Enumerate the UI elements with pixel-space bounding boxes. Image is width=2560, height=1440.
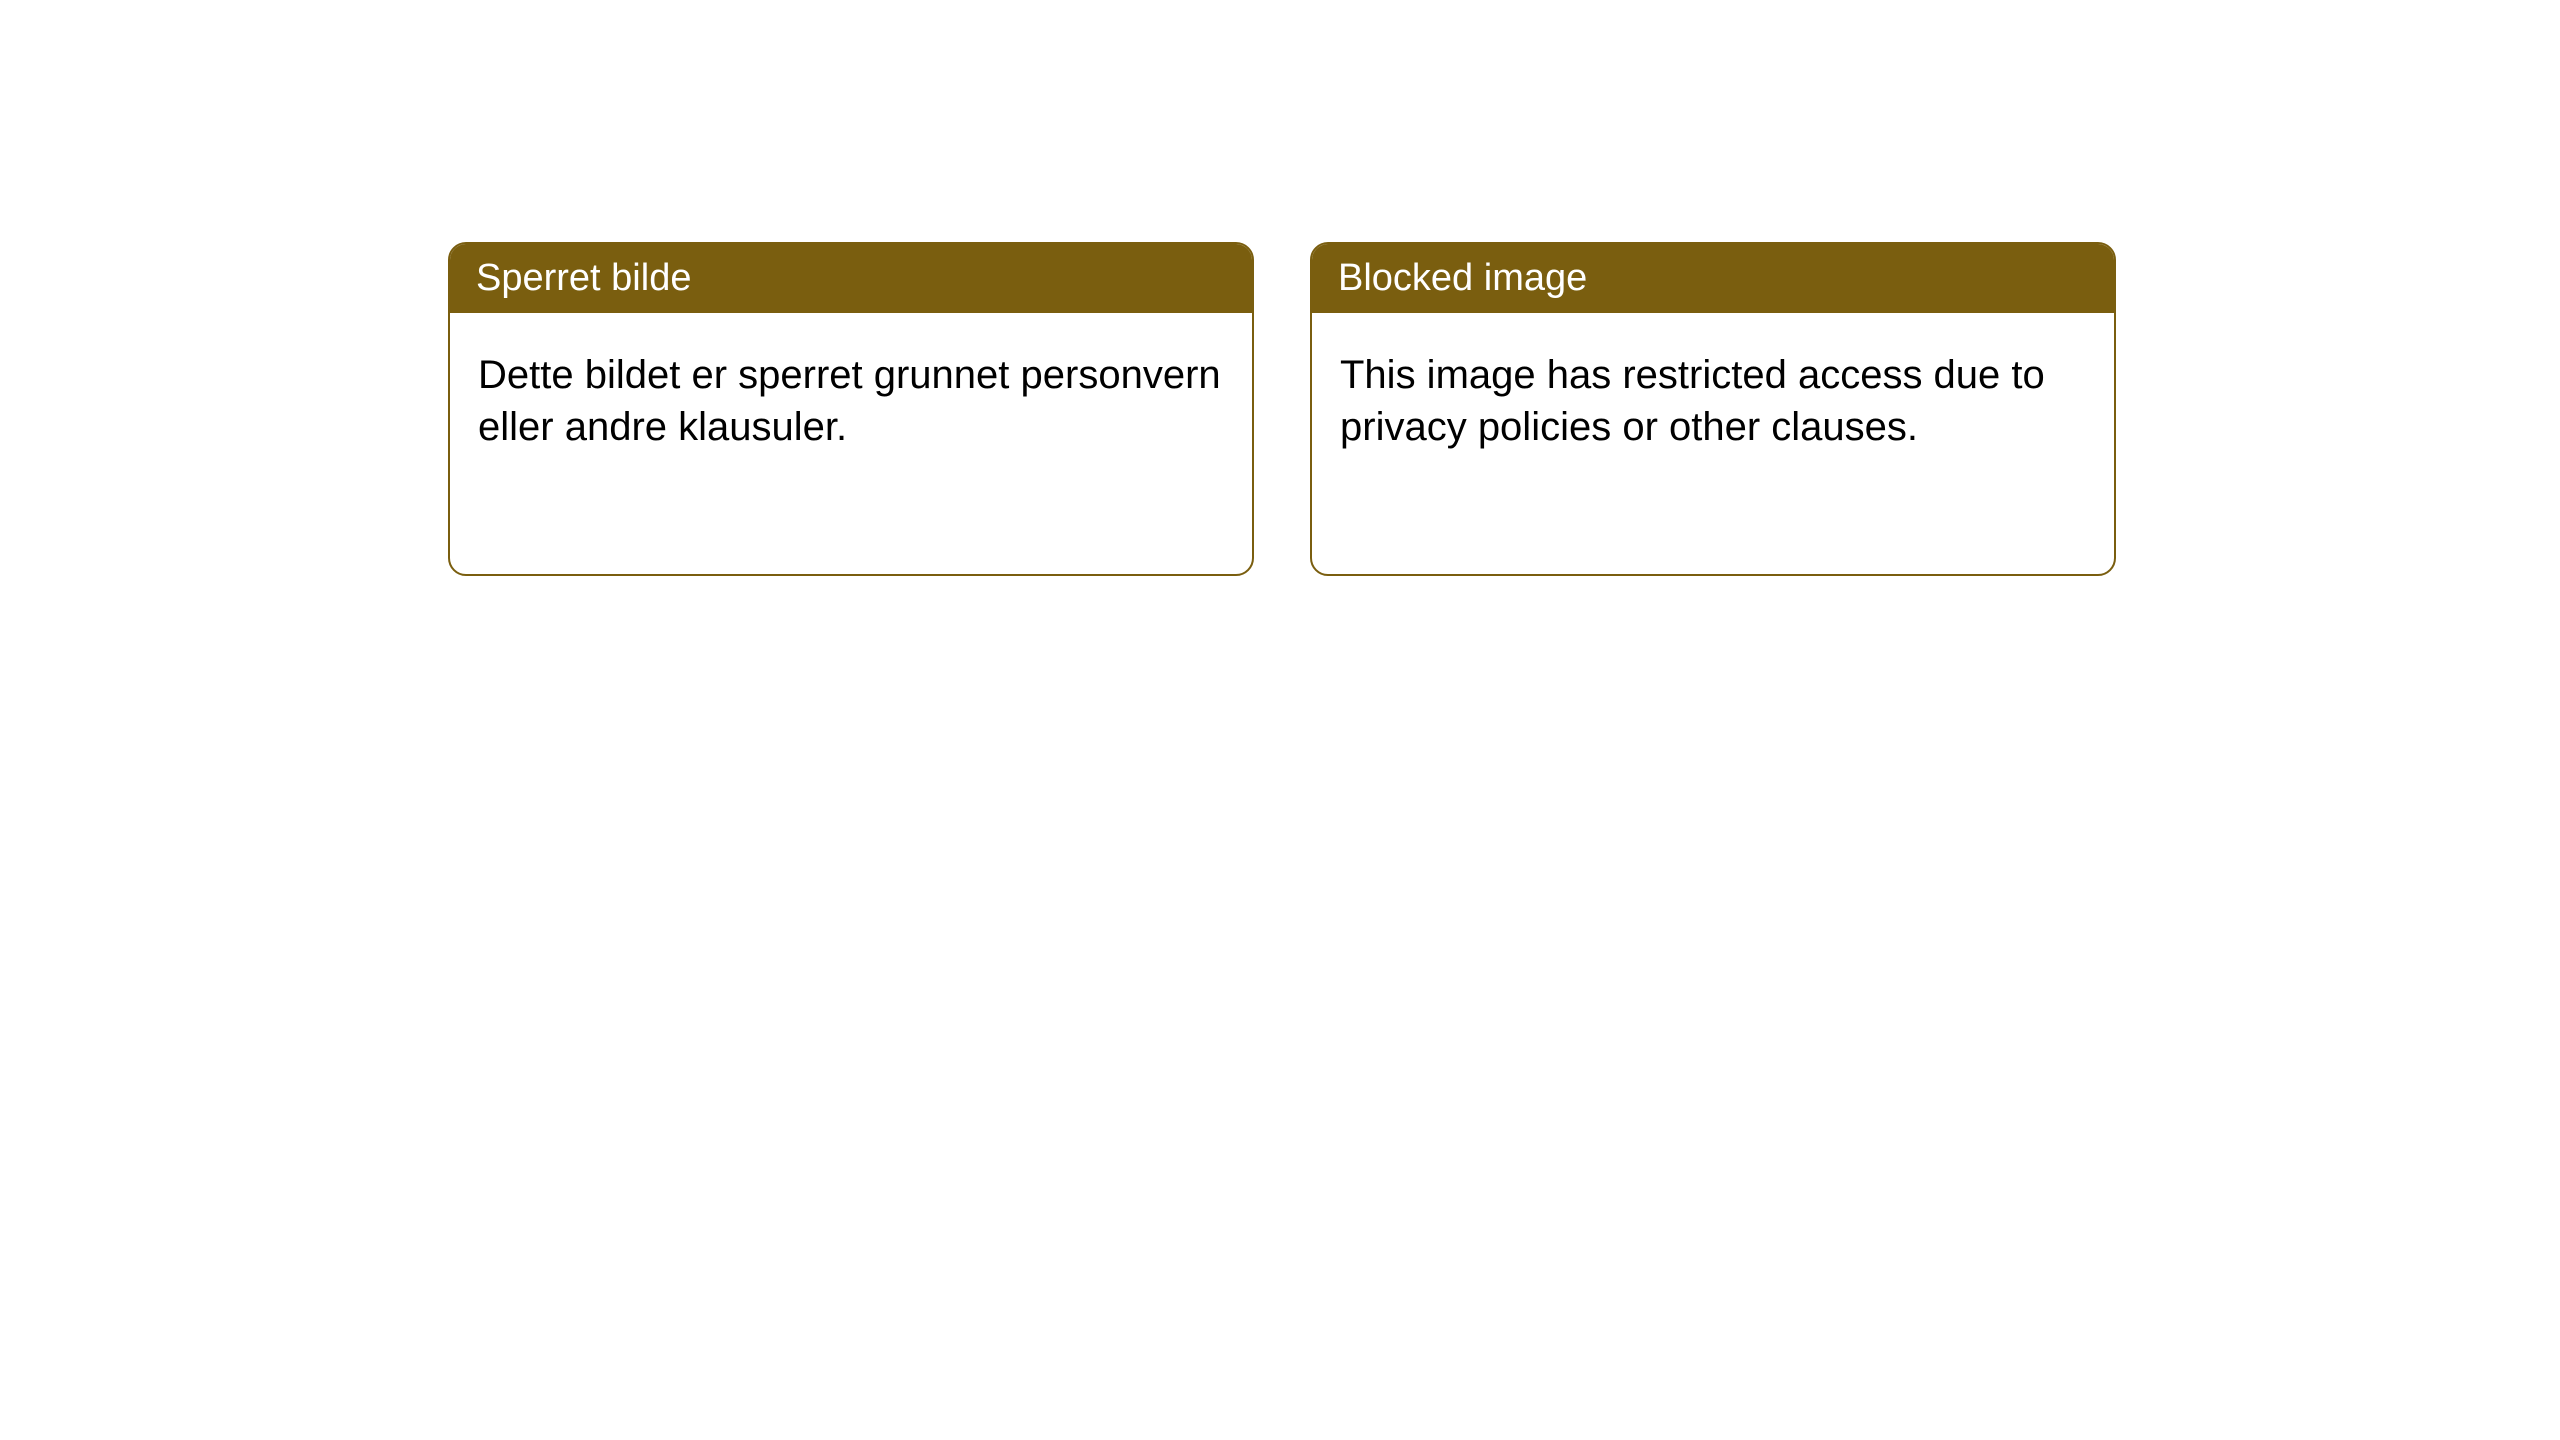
card-header: Sperret bilde (450, 244, 1252, 313)
card-body: This image has restricted access due to … (1312, 313, 2114, 489)
card-message: This image has restricted access due to … (1340, 353, 2045, 449)
card-body: Dette bildet er sperret grunnet personve… (450, 313, 1252, 489)
card-title: Sperret bilde (476, 257, 691, 299)
notice-card-english: Blocked image This image has restricted … (1310, 242, 2116, 576)
card-header: Blocked image (1312, 244, 2114, 313)
card-title: Blocked image (1338, 257, 1587, 299)
notice-container: Sperret bilde Dette bildet er sperret gr… (448, 242, 2116, 576)
notice-card-norwegian: Sperret bilde Dette bildet er sperret gr… (448, 242, 1254, 576)
card-message: Dette bildet er sperret grunnet personve… (478, 353, 1221, 449)
